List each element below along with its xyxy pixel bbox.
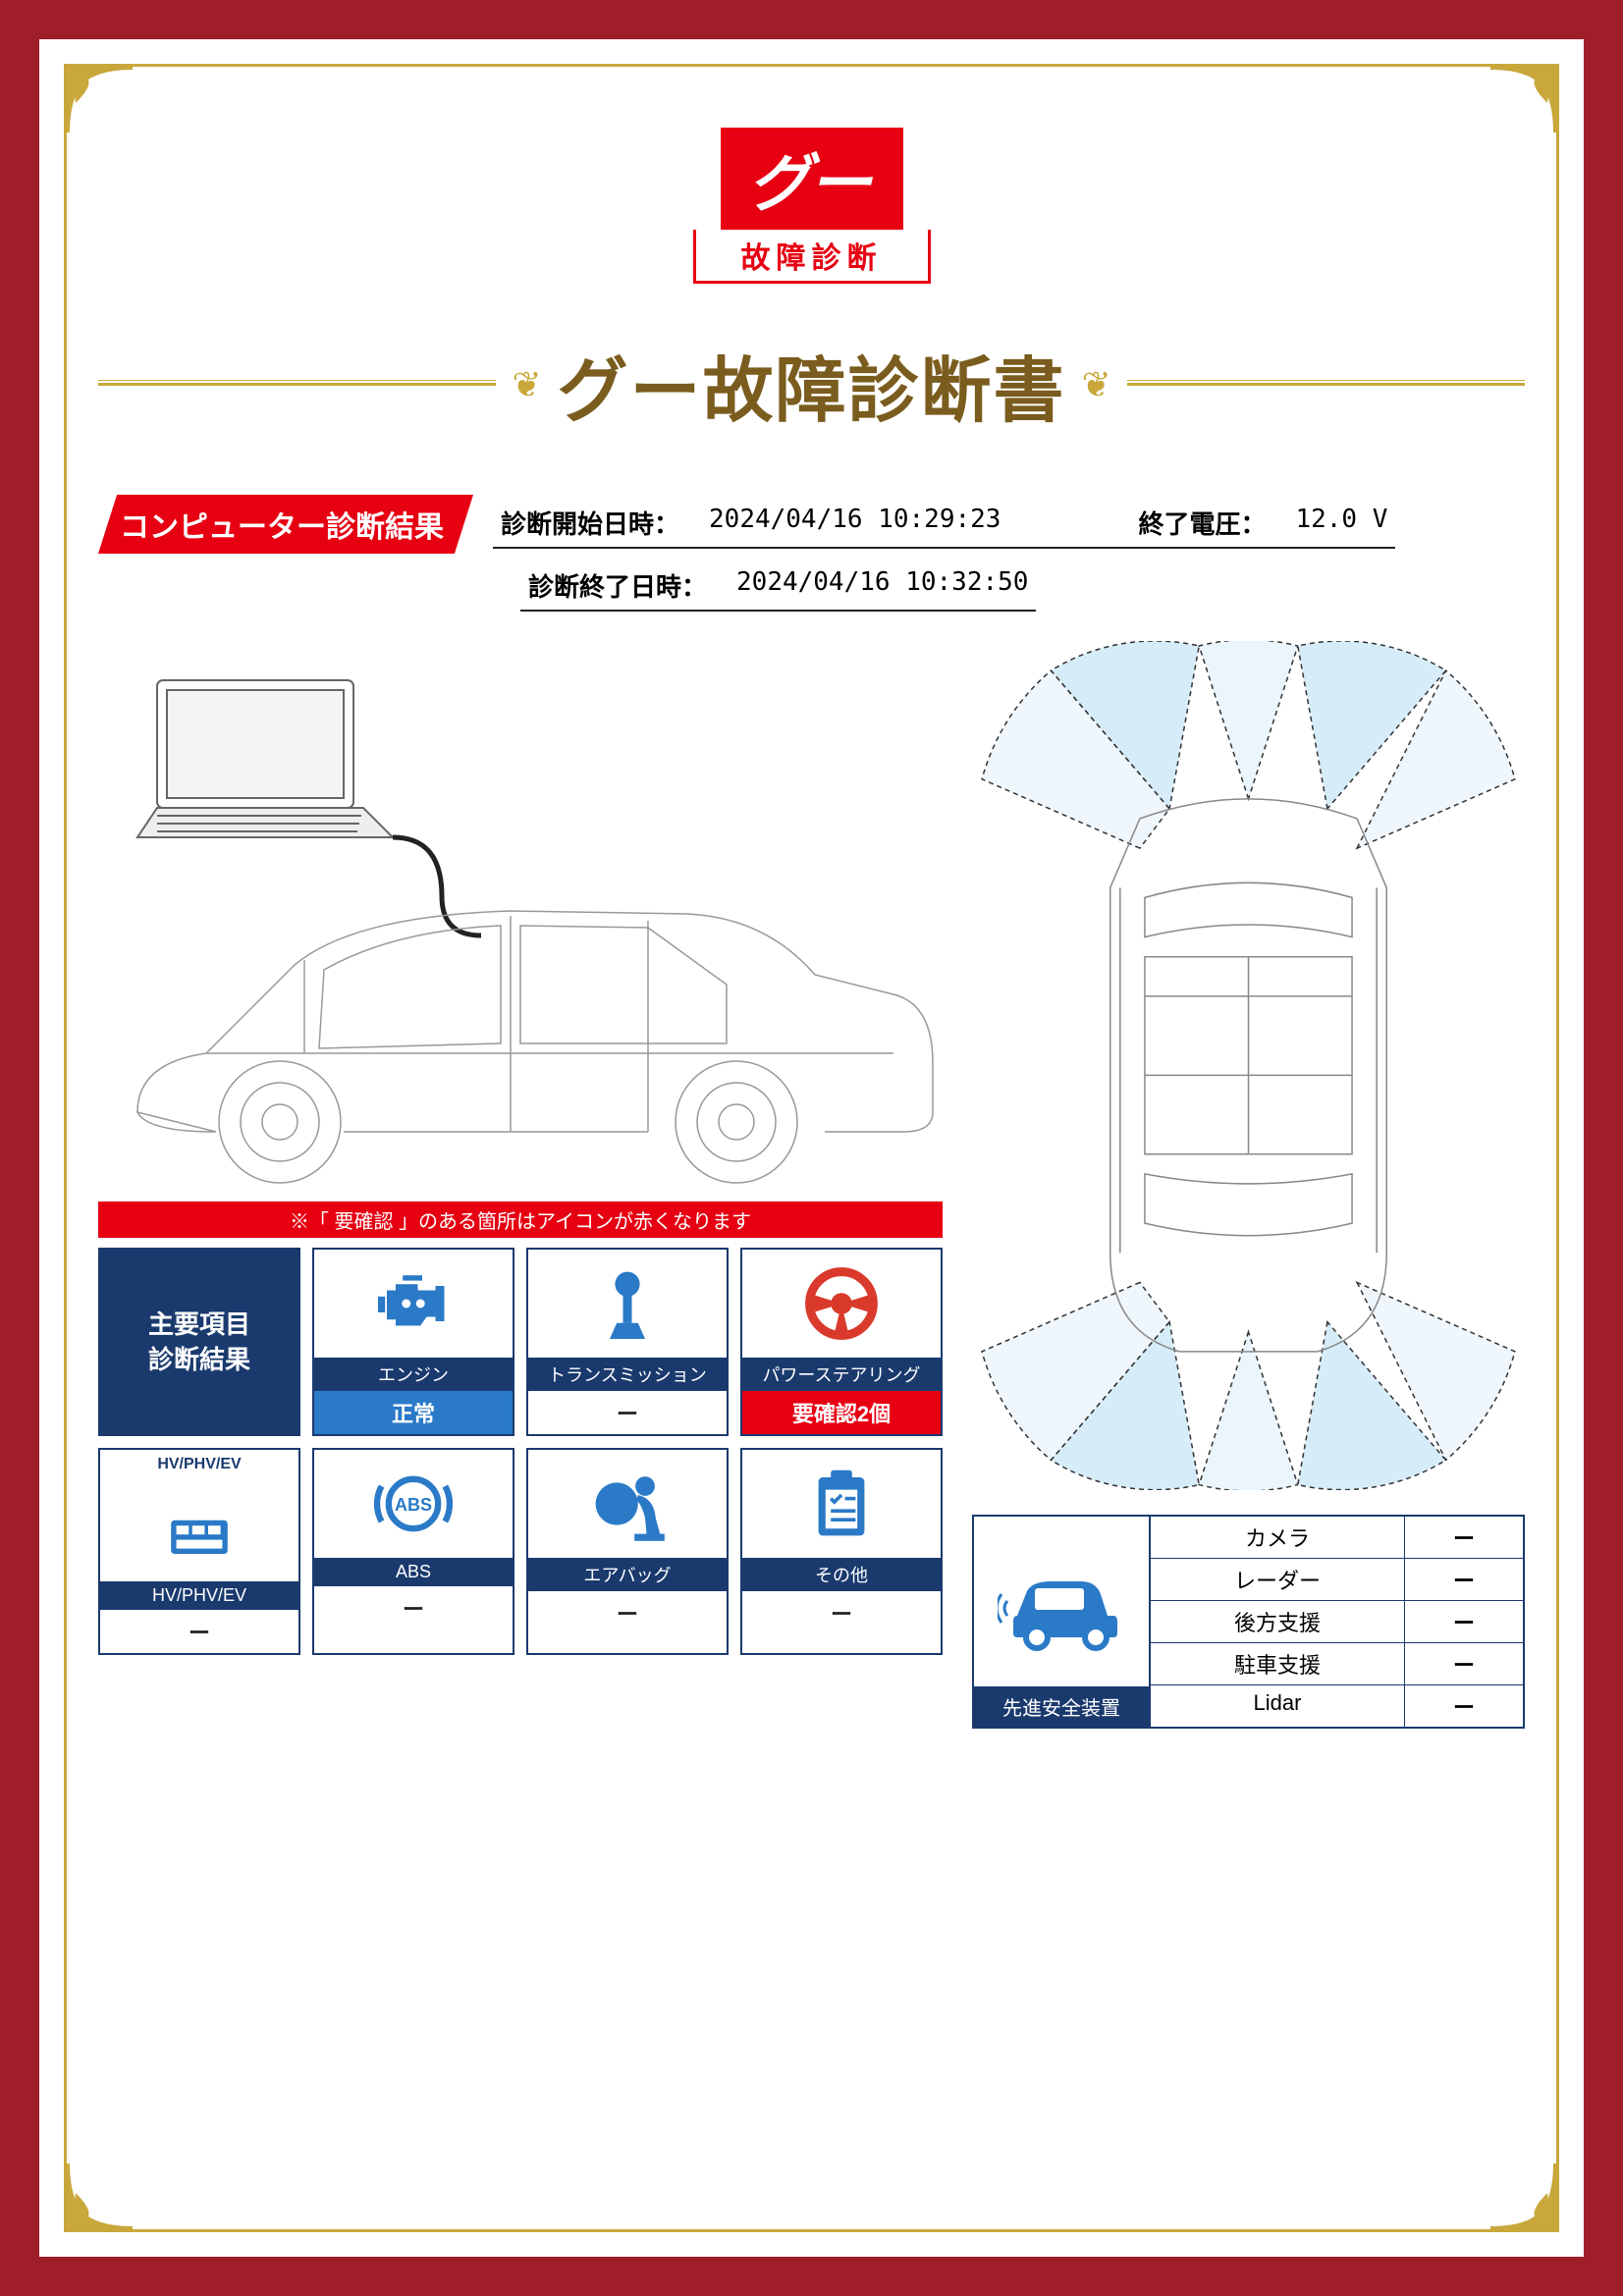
safety-key: 後方支援: [1151, 1601, 1405, 1642]
grid-cell: エアバッグ ー: [526, 1448, 729, 1655]
title-rule-right: [1127, 383, 1525, 386]
icon-grid: 主要項目診断結果 エンジン 正常 トランスミッション ー パワーステアリング 要…: [98, 1248, 943, 1655]
meta-end-label: 診断終了日時：: [528, 567, 707, 604]
flourish-icon: ❦: [1082, 364, 1111, 405]
safety-key: Lidar: [1151, 1685, 1405, 1727]
cell-label: トランスミッション: [528, 1358, 727, 1391]
grid-cell: エンジン 正常: [312, 1248, 514, 1436]
meta-start-label: 診断開始日時：: [501, 505, 679, 541]
safety-value: ー: [1405, 1559, 1523, 1600]
grid-cell: パワーステアリング 要確認2個: [740, 1248, 943, 1436]
meta-voltage-label: 終了電圧：: [1138, 505, 1266, 541]
cell-status: 正常: [314, 1391, 513, 1434]
cell-status: ー: [528, 1591, 727, 1634]
clipboard-icon: [742, 1450, 941, 1558]
grid-cell: ABS ABS ー: [312, 1448, 514, 1655]
safety-key: レーダー: [1151, 1559, 1405, 1600]
safety-row: 駐車支援ー: [1151, 1643, 1523, 1685]
section-header-row: コンピューター診断結果 診断開始日時： 2024/04/16 10:29:23 …: [98, 495, 1525, 554]
content: グー 故障診断 ❦ グー故障診断書 ❦ コンピューター診断結果 診断開始日時： …: [98, 98, 1525, 2198]
safety-value: ー: [1405, 1643, 1523, 1684]
grid-cell: HV/PHV/EV HV/PHV/EV ー: [98, 1448, 300, 1655]
steering-icon: [742, 1250, 941, 1358]
abs-icon: ABS: [314, 1450, 513, 1558]
safety-rows: カメラーレーダーー後方支援ー駐車支援ーLidarー: [1151, 1517, 1523, 1727]
engine-icon: [314, 1250, 513, 1358]
section-header: コンピューター診断結果: [98, 495, 473, 554]
meta-voltage-value: 12.0 V: [1295, 505, 1387, 541]
cell-label: その他: [742, 1558, 941, 1591]
cell-status: ー: [742, 1591, 941, 1634]
grid-header-cell: 主要項目診断結果: [98, 1248, 300, 1436]
title-rule-left: [98, 383, 496, 386]
safety-car-icon: [998, 1517, 1125, 1686]
logo-block: グー 故障診断: [98, 128, 1525, 284]
hvev-icon: [100, 1473, 298, 1581]
car-side-diagram: [98, 641, 943, 1191]
cell-status: ー: [100, 1610, 298, 1653]
page: グー 故障診断 ❦ グー故障診断書 ❦ コンピューター診断結果 診断開始日時： …: [39, 39, 1584, 2257]
cell-top-text: HV/PHV/EV: [157, 1456, 241, 1473]
cell-label: エアバッグ: [528, 1558, 727, 1591]
cell-status: ー: [528, 1391, 727, 1434]
diagram-right: 先進安全装置 カメラーレーダーー後方支援ー駐車支援ーLidarー: [972, 641, 1525, 1729]
car-top-diagram: [972, 641, 1525, 1490]
diagram-left: ※「 要確認 」のある箇所はアイコンが赤くなります 主要項目診断結果 エンジン …: [98, 641, 943, 1729]
cell-label: HV/PHV/EV: [100, 1581, 298, 1610]
safety-row: レーダーー: [1151, 1559, 1523, 1601]
grid-cell: トランスミッション ー: [526, 1248, 729, 1436]
meta-start-value: 2024/04/16 10:29:23: [709, 505, 1001, 541]
cell-status: 要確認2個: [742, 1391, 941, 1434]
safety-left: 先進安全装置: [974, 1517, 1151, 1727]
cell-status: ー: [314, 1586, 513, 1629]
brand-subtitle: 故障診断: [693, 230, 931, 284]
brand-logo: グー: [721, 128, 903, 230]
safety-value: ー: [1405, 1517, 1523, 1558]
transmission-icon: [528, 1250, 727, 1358]
svg-text:ABS: ABS: [395, 1495, 432, 1515]
safety-row: 後方支援ー: [1151, 1601, 1523, 1643]
title-row: ❦ グー故障診断書 ❦: [98, 333, 1525, 436]
document-title: グー故障診断書: [558, 333, 1066, 436]
airbag-icon: [528, 1450, 727, 1558]
safety-header: 先進安全装置: [974, 1686, 1149, 1727]
meta-end-value: 2024/04/16 10:32:50: [736, 567, 1028, 604]
cell-label: パワーステアリング: [742, 1358, 941, 1391]
safety-table: 先進安全装置 カメラーレーダーー後方支援ー駐車支援ーLidarー: [972, 1515, 1525, 1729]
meta-end-line: 診断終了日時： 2024/04/16 10:32:50: [520, 563, 1036, 612]
cell-label: ABS: [314, 1558, 513, 1586]
flourish-icon: ❦: [512, 364, 541, 405]
safety-row: Lidarー: [1151, 1685, 1523, 1727]
safety-value: ー: [1405, 1685, 1523, 1727]
diagram-row: ※「 要確認 」のある箇所はアイコンが赤くなります 主要項目診断結果 エンジン …: [98, 641, 1525, 1729]
notice-bar: ※「 要確認 」のある箇所はアイコンが赤くなります: [98, 1201, 943, 1238]
safety-row: カメラー: [1151, 1517, 1523, 1559]
safety-key: 駐車支援: [1151, 1643, 1405, 1684]
cell-label: エンジン: [314, 1358, 513, 1391]
meta-start-line: 診断開始日時： 2024/04/16 10:29:23 終了電圧： 12.0 V: [493, 501, 1395, 549]
grid-cell: その他 ー: [740, 1448, 943, 1655]
safety-key: カメラ: [1151, 1517, 1405, 1558]
safety-value: ー: [1405, 1601, 1523, 1642]
